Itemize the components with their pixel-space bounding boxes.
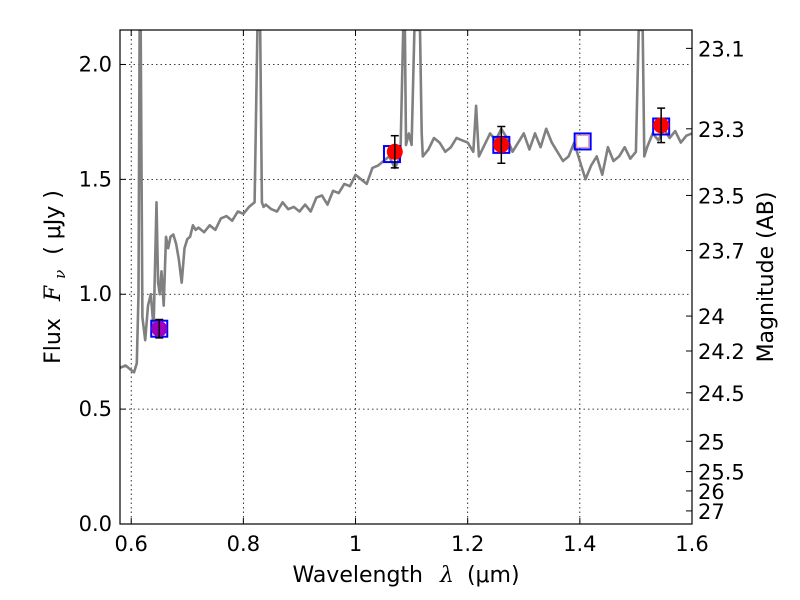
mag-tick-label-8: 25.5 (698, 461, 745, 485)
x-tick-label-1: 0.8 (227, 532, 260, 556)
limit-marker (576, 134, 590, 149)
mag-tick-label-6: 24.5 (698, 382, 745, 406)
mag-tick-label-4: 24 (698, 305, 725, 329)
mag-tick-label-7: 25 (698, 430, 725, 454)
x-axis-label-unit: (μm) (467, 563, 520, 588)
spectrum-series (120, 30, 692, 374)
y-tick-label-3: 1.5 (79, 167, 112, 191)
y-axis-label-subscript: ν (51, 270, 69, 279)
x-tick-label-5: 1.6 (675, 532, 708, 556)
y-axis-label-word: Flux (41, 318, 66, 364)
x-axis-label: Wavelength λ (μm) (292, 563, 519, 588)
mag-tick-label-2: 23.5 (698, 184, 745, 208)
y-tick-label-0: 0.0 (79, 512, 112, 536)
mag-tick-label-3: 23.7 (698, 240, 745, 264)
mag-tick-label-10: 27 (698, 500, 725, 524)
photometry-series (150, 107, 671, 339)
axis-labels: Wavelength λ (μm) Flux F ν ( μJy ) Magni… (41, 190, 779, 588)
spectrum-line (120, 30, 692, 374)
x-tick-label-4: 1.4 (563, 532, 596, 556)
x-axis-label-symbol: λ (439, 563, 454, 588)
y-axis-label-unit: ( μJy ) (41, 190, 66, 255)
mag-tick-label-1: 23.3 (698, 118, 745, 142)
mag-tick-label-0: 23.1 (698, 37, 745, 61)
x-tick-label-3: 1.2 (451, 532, 484, 556)
plot-frame (119, 29, 693, 525)
mag-tick-label-5: 24.2 (698, 340, 745, 364)
y-tick-label-4: 2.0 (79, 52, 112, 76)
model-square-3 (573, 132, 592, 151)
x-tick-label-2: 1 (349, 532, 362, 556)
y-axis-label-symbol: F (41, 285, 66, 302)
x-tick-label-0: 0.6 (115, 532, 148, 556)
axis-ticks: 0.6 0.8 1 1.2 1.4 1.6 0.0 0.5 1.0 1.5 2.0 23.1 23.3 2… (79, 30, 745, 556)
y-tick-label-1: 0.5 (79, 397, 112, 421)
y-axis-label: Flux F ν ( μJy ) (41, 190, 71, 364)
y-tick-label-2: 1.0 (79, 282, 112, 306)
x-axis-label-word: Wavelength (292, 563, 423, 588)
y2-axis-label: Magnitude (AB) (754, 192, 779, 363)
mag-tick-label-9: 26 (698, 480, 725, 504)
